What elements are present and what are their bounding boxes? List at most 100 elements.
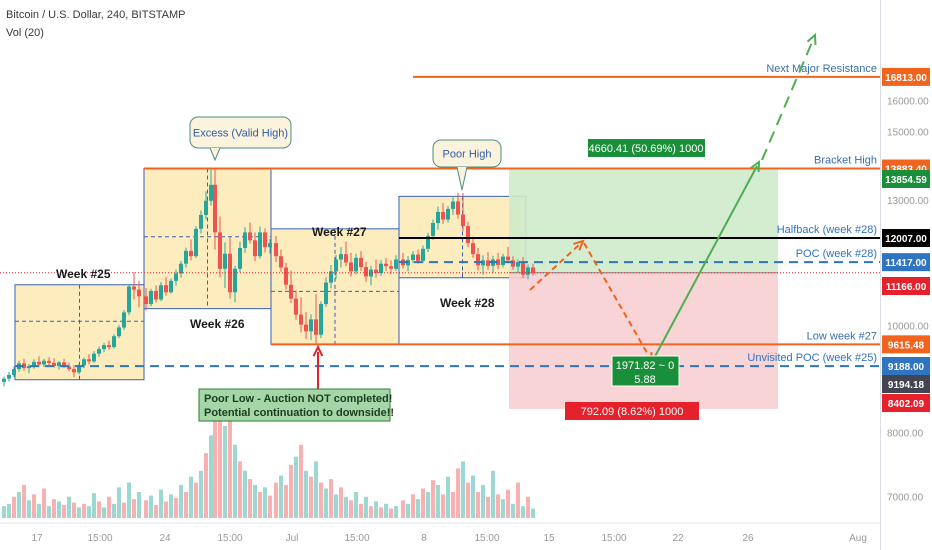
candle-body [57, 362, 61, 367]
volume-bar [486, 496, 490, 518]
candle-body [329, 271, 333, 283]
volume-bar [77, 507, 81, 518]
x-tick-label: 15:00 [87, 533, 112, 544]
volume-bar [184, 492, 188, 518]
volume-bar [107, 496, 111, 518]
candle-body [339, 254, 343, 260]
volume-bar [426, 492, 430, 518]
volume-bar [329, 479, 333, 518]
x-tick-label: 15:00 [601, 533, 626, 544]
candle-body [144, 296, 148, 305]
volume-bar [12, 496, 16, 518]
excess-callout-text: Excess (Valid High) [193, 128, 288, 140]
candle-body [471, 243, 475, 255]
candle-body [274, 243, 278, 257]
candle-body [32, 361, 36, 367]
volume-bar [394, 506, 398, 518]
volume-indicator-label: Vol (20) [6, 27, 44, 39]
volume-bar [431, 480, 435, 518]
volume-bar [72, 502, 76, 518]
x-tick-label: 22 [672, 533, 684, 544]
y-tick-label: 8000.00 [887, 428, 924, 439]
y-tick-label: 7000.00 [887, 492, 924, 503]
volume-bar [62, 505, 66, 518]
projection-up-arrow [529, 243, 581, 291]
candle-body [526, 267, 530, 275]
candle-body [184, 250, 188, 264]
candle-body [411, 254, 415, 260]
projection-up-arrowhead [573, 239, 585, 251]
x-tick-label: 15 [543, 533, 555, 544]
volume-bar [67, 496, 71, 518]
candle-body [466, 226, 470, 244]
candle-body [233, 268, 237, 293]
volume-bar [179, 484, 183, 518]
volume-bar [174, 497, 178, 518]
volume-bar [481, 484, 485, 518]
x-tick-label: Jul [286, 533, 299, 544]
level-label: POC (week #28) [796, 248, 877, 260]
y-tick-label: 13000.00 [887, 196, 929, 207]
price-badge: 13854.59 [885, 175, 927, 186]
volume-bar [42, 488, 46, 518]
candle-body [169, 280, 173, 293]
candle-body [47, 360, 51, 363]
level-label: Halfback (week #28) [777, 224, 877, 236]
projection-breakout-arrowhead [806, 32, 817, 46]
volume-bar [521, 506, 525, 518]
level-label: Unvisited POC (week #25) [747, 352, 877, 364]
volume-bar [137, 492, 141, 518]
volume-bar [359, 503, 363, 518]
poor-high-callout-tail [456, 166, 468, 191]
candle-body [416, 254, 420, 261]
volume-bar [189, 476, 193, 518]
volume-bar [263, 487, 267, 518]
candle-body [102, 345, 106, 350]
volume-bar [17, 492, 21, 518]
price-badge: 9615.48 [888, 340, 925, 351]
candle-body [199, 214, 203, 229]
price-badge-bg [882, 170, 930, 188]
volume-bar [117, 487, 121, 518]
volume-bar [471, 475, 475, 518]
candle-body [374, 269, 378, 274]
volume-bar [294, 456, 298, 518]
ratio-label-line1: 1971.82 ~ 0 [616, 360, 674, 372]
poor-high-callout-text: Poor High [443, 149, 492, 161]
week-label: Week #26 [190, 317, 245, 331]
candle-body [364, 267, 368, 277]
candle-body [223, 253, 227, 269]
candle-body [461, 214, 465, 227]
volume-bar [52, 499, 56, 518]
candle-body [137, 289, 141, 297]
candle-body [67, 366, 71, 370]
volume-bar [154, 505, 158, 518]
candle-body [349, 262, 353, 272]
poor-low-pointer-head [312, 344, 324, 357]
projection-rally-arrow [651, 165, 758, 363]
candle-body [501, 256, 505, 265]
volume-bar [374, 501, 378, 518]
x-tick-label: 15:00 [474, 533, 499, 544]
projection-rally-arrowhead [750, 159, 761, 173]
volume-bar [379, 507, 383, 518]
volume-bar [526, 496, 530, 518]
level-label: Bracket High [814, 155, 877, 167]
candle-body [238, 247, 242, 269]
candle-body [204, 200, 208, 215]
candle-body [354, 257, 358, 272]
volume-bar [304, 470, 308, 518]
projection-down-arrow [583, 242, 651, 359]
candle-body [284, 267, 288, 285]
volume-bar [159, 489, 163, 518]
candle-body [159, 285, 163, 300]
volume-bar [243, 470, 247, 518]
volume-bar [501, 499, 505, 518]
price-badge-bg [882, 67, 930, 86]
y-tick-label: 15000.00 [887, 128, 929, 139]
target-label-bg [588, 139, 705, 157]
candle-body [531, 267, 535, 273]
volume-bar [349, 500, 353, 518]
volume-bar [47, 506, 51, 518]
